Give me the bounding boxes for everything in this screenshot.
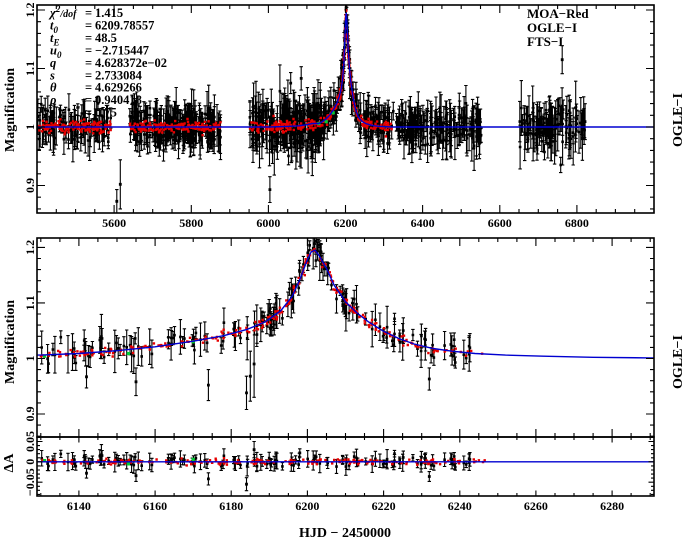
- param-equals: =: [85, 6, 92, 20]
- x-tick-label: 6180: [219, 499, 243, 513]
- scatter-moa-red: [40, 239, 472, 395]
- y-axis-label-full: Magnification: [3, 68, 18, 152]
- param-symbol: χ2/dof: [48, 4, 78, 20]
- y-axis-label-res: ΔA: [2, 453, 17, 473]
- y-tick-label: 1.1: [23, 61, 37, 76]
- x-tick-label: 6260: [524, 499, 548, 513]
- x-tick-label: 6800: [565, 216, 589, 230]
- param-equals: =: [85, 68, 92, 82]
- y-tick-label: 0.9: [23, 407, 37, 422]
- y-tick-label: 1.2: [23, 240, 37, 255]
- param-value: 0.940418: [95, 93, 142, 107]
- x-tick-label: 5800: [179, 216, 203, 230]
- x-tick-label: 5600: [102, 216, 126, 230]
- x-tick-label: 6140: [67, 499, 91, 513]
- x-tick-label: 6160: [143, 499, 167, 513]
- scatter-ogle-i: [38, 9, 393, 138]
- panel-frame-res: [36, 436, 655, 497]
- model-curve: [37, 12, 654, 128]
- y-tick-label: 1.1: [23, 295, 37, 310]
- panel-axes-full: 5600 5800 6000 6200 6400 6600 6800 0.9 1 1.1 1.2: [23, 3, 655, 230]
- param-equals: =: [85, 93, 92, 107]
- legend-item-FTS−I: FTS−I: [527, 34, 563, 49]
- legend-item-MOA−Red: MOA−Red: [527, 6, 589, 21]
- y-tick-label: 1: [23, 124, 37, 130]
- param-value: 4.629266: [95, 81, 142, 95]
- panel-frame-full: [36, 4, 655, 214]
- scatter-moa-red: [40, 448, 472, 486]
- legend-item-OGLE−I: OGLE−I: [527, 20, 577, 35]
- param-value: 6209.78557: [95, 18, 154, 32]
- y-tick-label: 0: [23, 459, 37, 465]
- ticks-res: [37, 436, 654, 496]
- x-tick-label: 6400: [411, 216, 435, 230]
- right-axis-label-full: OGLE−I: [671, 93, 686, 147]
- panel-axes-res: 6140 6160 6180 6200 6220 6240 6260 6280 −0.05 0 0.…: [23, 431, 655, 513]
- param-value: −2.715447: [95, 43, 149, 57]
- param-symbol: q: [50, 56, 56, 70]
- param-equals: =: [85, 31, 92, 45]
- x-axis-label: HJD − 2450000: [299, 526, 391, 541]
- param-equals: =: [85, 81, 92, 95]
- right-axis-label-zoom: OGLE−I: [671, 335, 686, 389]
- panel-data-full: [37, 5, 654, 213]
- panel-data-zoom: [37, 238, 654, 411]
- y-axis-label-zoom: Magnification: [3, 300, 18, 384]
- x-tick-label: 6600: [488, 216, 512, 230]
- y-tick-label: 1: [23, 356, 37, 362]
- y-tick-label: 0.9: [23, 178, 37, 193]
- param-equals: =: [85, 43, 92, 57]
- param-symbol: tE: [50, 31, 60, 48]
- x-tick-label: 6000: [256, 216, 280, 230]
- param-value: 48.5: [95, 31, 117, 45]
- y-tick-label: −0.05: [23, 468, 37, 496]
- param-symbol: s: [49, 68, 55, 82]
- param-value: 1.415: [95, 6, 123, 20]
- ticks-full: [36, 5, 655, 213]
- errorbars-moa: [40, 238, 472, 411]
- param-equals: =: [85, 56, 92, 70]
- param-symbol: ρ: [49, 93, 57, 107]
- param-symbol: θ: [50, 81, 57, 95]
- param-value: 4.628372e−02: [95, 56, 167, 70]
- x-tick-label: 6220: [372, 499, 396, 513]
- param-symbol: u0: [50, 43, 62, 60]
- y-tick-label: 0.05: [23, 431, 37, 452]
- x-tick-label: 6200: [295, 499, 319, 513]
- panel-data-res: [37, 440, 654, 492]
- x-tick-label: 6240: [448, 499, 472, 513]
- model-curve: [37, 249, 654, 359]
- axis-titles: Magnification Magnification ΔA OGLE−I OGLE−I: [2, 68, 686, 473]
- x-tick-label: 6200: [334, 216, 358, 230]
- param-equals: =: [85, 18, 92, 32]
- param-symbol: t0: [50, 18, 58, 35]
- x-tick-label: 6280: [600, 499, 624, 513]
- param-value: 2.733084: [95, 68, 143, 82]
- ticks-zoom: [37, 238, 654, 437]
- y-tick-label: 1.2: [23, 3, 37, 18]
